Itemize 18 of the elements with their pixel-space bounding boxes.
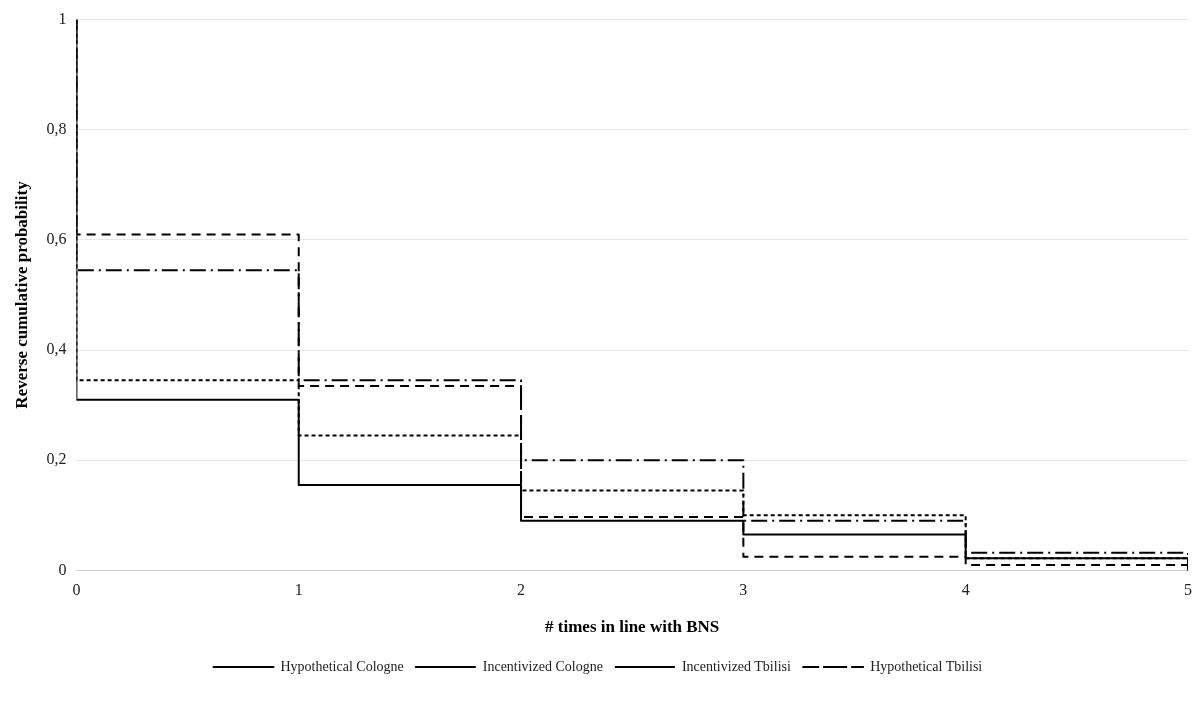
x-tick-label: 0 — [72, 581, 81, 599]
y-tick-label: 0 — [58, 560, 67, 578]
x-tick-label: 4 — [961, 581, 970, 599]
legend-label: Hypothetical Cologne — [280, 658, 404, 674]
legend-label: Incentivized Tbilisi — [681, 658, 791, 674]
legend-label: Incentivized Cologne — [482, 658, 603, 674]
x-tick-label: 2 — [517, 581, 526, 599]
x-tick-label: 1 — [294, 581, 303, 599]
x-tick-label: 5 — [1184, 581, 1192, 599]
legend-label: Hypothetical Tbilisi — [870, 658, 983, 674]
y-axis-title: Reverse cumulative probability — [11, 180, 31, 409]
x-tick-label: 3 — [739, 581, 748, 599]
x-axis-title: # times in line with BNS — [545, 617, 720, 637]
y-tick-label: 0,8 — [46, 119, 67, 137]
y-tick-label: 0,4 — [46, 340, 67, 358]
y-tick-label: 0,2 — [46, 450, 67, 468]
y-tick-label: 0,6 — [46, 230, 67, 248]
y-tick-label: 1 — [58, 9, 67, 27]
